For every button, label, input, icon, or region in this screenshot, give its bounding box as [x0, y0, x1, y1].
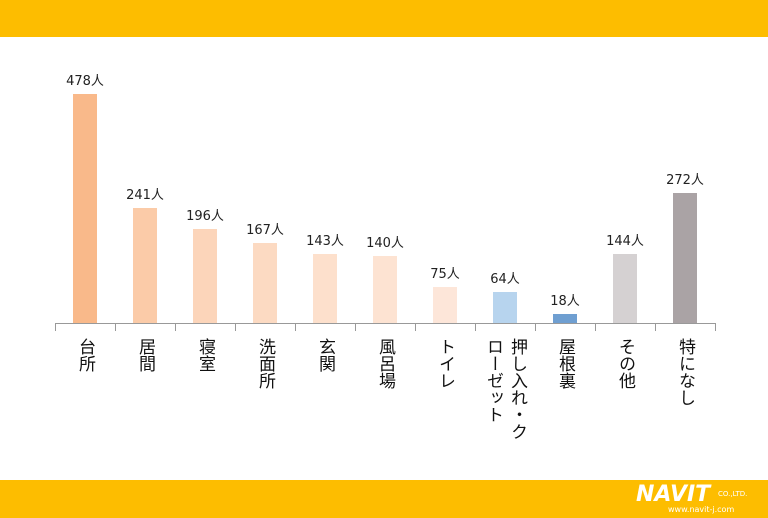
bar: [553, 314, 577, 323]
value-label: 75人: [430, 267, 460, 283]
category-label: その他: [615, 338, 635, 389]
bar: [193, 229, 217, 323]
bar: [373, 255, 397, 323]
category-separator: [355, 323, 356, 331]
plot: 478人台所 241人居間 196人寝室 167人洗面所 143人玄関 140人風呂場 75…: [55, 74, 716, 440]
bar: [613, 254, 637, 323]
category-label: 特になし: [675, 338, 695, 406]
value-label: 478人: [66, 74, 104, 89]
value-label: 167人: [246, 222, 284, 238]
bar: [493, 292, 517, 323]
bar: [133, 207, 157, 323]
value-label: 143人: [306, 234, 344, 250]
category-label: 台所: [75, 338, 95, 372]
category-separator: [655, 323, 656, 331]
category-label: 寝室: [195, 338, 215, 372]
value-label: 64人: [490, 272, 520, 288]
category-separator: [175, 323, 176, 331]
bar: [253, 242, 277, 323]
value-label: 18人: [550, 294, 580, 310]
category-label: 居間: [135, 338, 155, 372]
top-band: [0, 0, 768, 37]
category-separator: [235, 323, 236, 331]
value-label: 241人: [126, 187, 164, 203]
logo: NAVIT: [636, 482, 711, 507]
company: CO.,LTD.: [718, 490, 748, 498]
category-label: 玄関: [315, 338, 335, 372]
url: www.navit-j.com: [668, 505, 735, 514]
bar: [313, 254, 337, 323]
value-label: 144人: [606, 234, 644, 249]
value-label: 196人: [186, 209, 224, 225]
category-separator: [475, 323, 476, 331]
category-label: トイレ: [435, 338, 455, 389]
x-axis: [55, 323, 715, 324]
bar: [73, 94, 97, 323]
category-separator: [55, 323, 56, 331]
bar: [433, 287, 457, 323]
category-label: 洗面所: [255, 338, 275, 389]
category-separator: [115, 323, 116, 331]
value-label: 140人: [366, 235, 404, 251]
category-separator: [295, 323, 296, 331]
category-separator: [415, 323, 416, 331]
category-separator: [715, 323, 716, 331]
category-label: 風呂場: [375, 338, 395, 389]
category-label: 押し入れ・クローゼット: [483, 338, 527, 440]
bottom-band: NAVIT CO.,LTD. www.navit-j.com: [0, 480, 768, 518]
category-label: 屋根裏: [555, 338, 575, 389]
bar: [673, 192, 697, 323]
category-separator: [595, 323, 596, 331]
category-separator: [535, 323, 536, 331]
value-label: 272人: [666, 172, 704, 188]
